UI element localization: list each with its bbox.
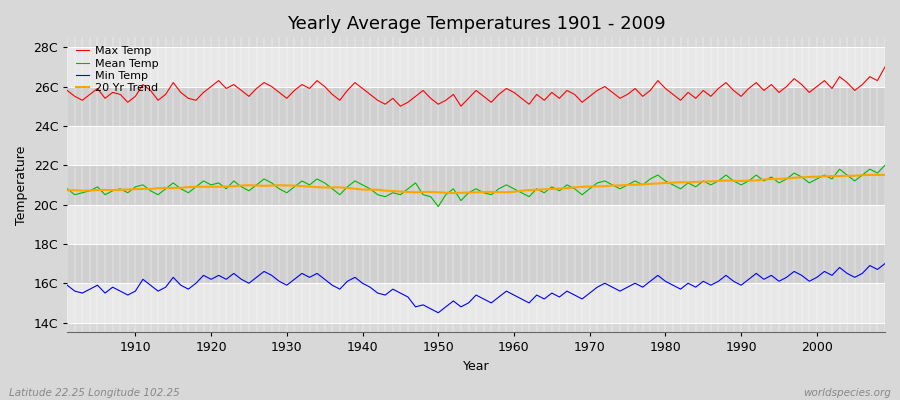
Mean Temp: [289, 184, 300, 189]
Mean Temp: [516, 190, 526, 195]
Max Temp: [879, 64, 890, 69]
Max Temp: [508, 90, 519, 95]
Line: Max Temp: Max Temp: [68, 67, 885, 106]
Max Temp: [516, 96, 526, 101]
Line: Mean Temp: Mean Temp: [68, 165, 885, 206]
Line: 20 Yr Trend: 20 Yr Trend: [68, 175, 885, 193]
20 Yr Trend: [448, 191, 459, 196]
Mean Temp: [508, 186, 519, 191]
Min Temp: [62, 283, 73, 288]
Max Temp: [62, 88, 73, 93]
Bar: [68, 204, 885, 244]
Min Temp: [433, 310, 444, 315]
Mean Temp: [62, 186, 73, 191]
Max Temp: [607, 90, 617, 95]
Bar: [68, 47, 885, 86]
Max Temp: [395, 104, 406, 108]
20 Yr Trend: [335, 185, 346, 190]
Text: worldspecies.org: worldspecies.org: [803, 388, 891, 398]
Mean Temp: [607, 182, 617, 187]
Min Temp: [335, 287, 346, 292]
Max Temp: [122, 100, 133, 105]
Mean Temp: [433, 204, 444, 209]
Max Temp: [335, 98, 346, 103]
20 Yr Trend: [289, 183, 300, 188]
Bar: [68, 244, 885, 283]
Min Temp: [607, 285, 617, 290]
Min Temp: [289, 277, 300, 282]
Bar: [68, 126, 885, 165]
20 Yr Trend: [607, 183, 617, 188]
Mean Temp: [335, 192, 346, 197]
20 Yr Trend: [879, 172, 890, 177]
Max Temp: [289, 88, 300, 93]
Min Temp: [122, 293, 133, 298]
Min Temp: [879, 261, 890, 266]
Bar: [68, 283, 885, 322]
20 Yr Trend: [516, 188, 526, 193]
Bar: [68, 165, 885, 204]
20 Yr Trend: [508, 190, 519, 194]
Text: Latitude 22.25 Longitude 102.25: Latitude 22.25 Longitude 102.25: [9, 388, 180, 398]
Title: Yearly Average Temperatures 1901 - 2009: Yearly Average Temperatures 1901 - 2009: [287, 15, 665, 33]
X-axis label: Year: Year: [463, 360, 490, 373]
Line: Min Temp: Min Temp: [68, 264, 885, 313]
Y-axis label: Temperature: Temperature: [15, 145, 28, 224]
Mean Temp: [879, 163, 890, 168]
Legend: Max Temp, Mean Temp, Min Temp, 20 Yr Trend: Max Temp, Mean Temp, Min Temp, 20 Yr Tre…: [73, 43, 162, 97]
Min Temp: [516, 296, 526, 301]
Bar: [68, 86, 885, 126]
Mean Temp: [122, 190, 133, 195]
20 Yr Trend: [62, 188, 73, 193]
Min Temp: [508, 293, 519, 298]
20 Yr Trend: [122, 187, 133, 192]
